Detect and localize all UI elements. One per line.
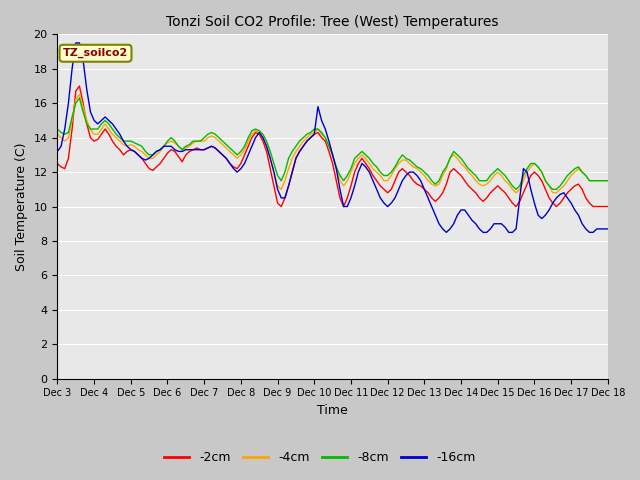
Title: Tonzi Soil CO2 Profile: Tree (West) Temperatures: Tonzi Soil CO2 Profile: Tree (West) Temp… <box>166 15 499 29</box>
Y-axis label: Soil Temperature (C): Soil Temperature (C) <box>15 142 28 271</box>
Text: TZ_soilco2: TZ_soilco2 <box>63 48 128 59</box>
Legend: -2cm, -4cm, -8cm, -16cm: -2cm, -4cm, -8cm, -16cm <box>159 446 481 469</box>
X-axis label: Time: Time <box>317 404 348 417</box>
